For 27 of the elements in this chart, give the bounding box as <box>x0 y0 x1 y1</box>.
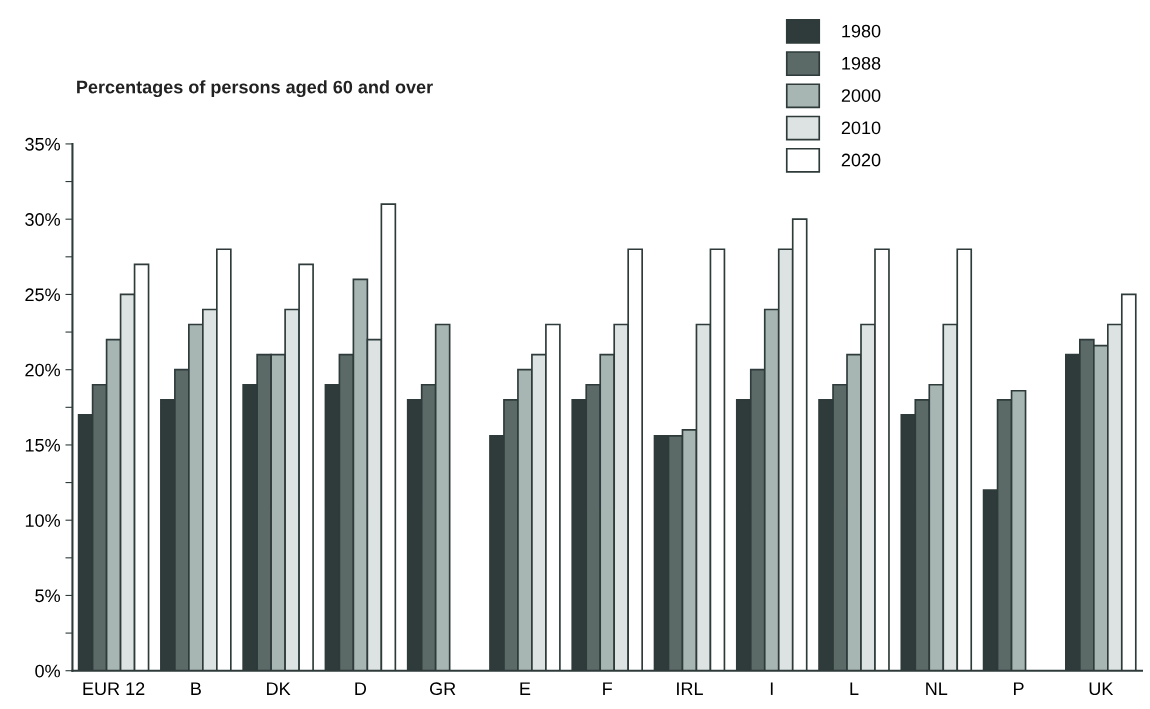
y-tick-label: 25% <box>25 288 60 302</box>
x-tick-label: GR <box>430 682 456 696</box>
y-tick-label: 20% <box>25 363 60 377</box>
x-tick-label: E <box>520 682 531 695</box>
y-tick-label: 15% <box>25 438 60 452</box>
chart-title: Percentages of persons aged 60 and over <box>77 80 433 98</box>
x-tick-label: F <box>603 682 612 695</box>
y-tick-label: 10% <box>25 514 60 527</box>
y-tick-label: 5% <box>35 589 60 603</box>
x-tick-label: UK <box>1089 682 1114 696</box>
legend-label: 1980 <box>842 24 881 38</box>
legend-label: 1988 <box>842 56 881 70</box>
x-tick-label: IRL <box>677 682 703 695</box>
x-tick-label: EUR 12 <box>83 682 145 696</box>
y-tick-label: 30% <box>25 213 60 226</box>
legend-label: 2010 <box>841 121 881 135</box>
x-tick-label: DK <box>267 682 291 695</box>
x-tick-label: P <box>1014 682 1024 695</box>
x-tick-label: L <box>850 682 859 695</box>
legend-label: 2020 <box>841 153 881 167</box>
x-tick-label: B <box>191 682 201 695</box>
legend-label: 2000 <box>841 89 881 102</box>
x-tick-label: I <box>770 682 773 695</box>
x-tick-label: NL <box>926 682 948 695</box>
y-tick-label: 0% <box>35 664 60 678</box>
x-tick-label: D <box>355 682 367 695</box>
y-tick-label: 35% <box>25 137 60 151</box>
